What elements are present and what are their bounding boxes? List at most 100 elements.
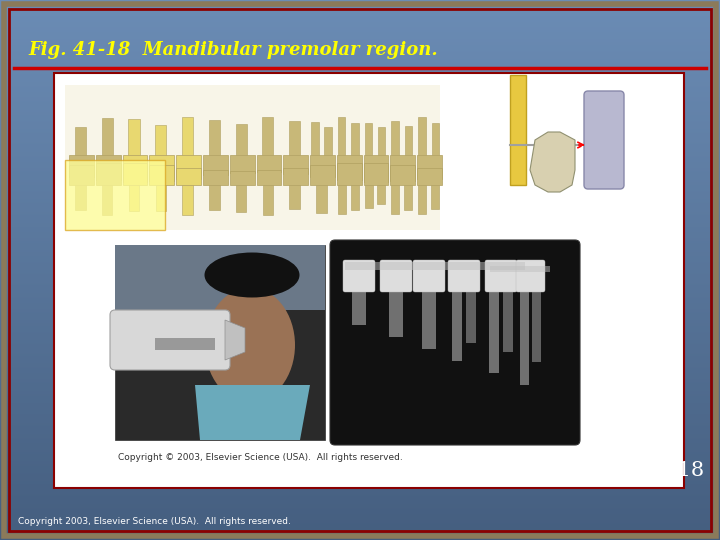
Bar xyxy=(452,270,462,361)
Bar xyxy=(156,185,166,211)
Bar xyxy=(351,185,359,210)
Bar xyxy=(389,270,403,337)
Bar xyxy=(390,165,415,185)
Bar xyxy=(176,167,201,185)
Bar xyxy=(418,185,426,214)
Bar xyxy=(230,155,254,173)
Bar xyxy=(65,160,165,230)
Bar xyxy=(236,185,246,212)
FancyBboxPatch shape xyxy=(110,310,230,370)
Text: Copyright © 2003, Elsevier Science (USA).  All rights reserved.: Copyright © 2003, Elsevier Science (USA)… xyxy=(118,454,402,462)
Bar xyxy=(377,185,385,204)
Polygon shape xyxy=(225,320,245,360)
Bar xyxy=(405,126,413,155)
Bar xyxy=(182,118,193,155)
Bar xyxy=(316,185,327,213)
Bar xyxy=(431,185,439,210)
FancyBboxPatch shape xyxy=(516,260,545,292)
FancyBboxPatch shape xyxy=(380,260,412,292)
Text: Fig. 41-18  Mandibular premolar region.: Fig. 41-18 Mandibular premolar region. xyxy=(28,41,438,59)
Bar xyxy=(128,119,140,155)
Bar xyxy=(490,266,550,272)
Polygon shape xyxy=(530,132,575,192)
Bar xyxy=(431,123,439,155)
Polygon shape xyxy=(195,385,310,440)
Ellipse shape xyxy=(205,287,295,402)
Bar xyxy=(69,155,94,177)
FancyBboxPatch shape xyxy=(343,260,375,292)
Bar xyxy=(115,245,325,310)
Bar xyxy=(364,163,388,185)
Bar xyxy=(351,123,359,155)
Bar xyxy=(390,155,415,181)
Bar xyxy=(182,185,193,215)
Bar xyxy=(65,85,440,230)
Bar xyxy=(230,171,254,185)
FancyBboxPatch shape xyxy=(485,260,517,292)
Bar xyxy=(364,185,372,207)
FancyBboxPatch shape xyxy=(448,260,480,292)
Ellipse shape xyxy=(204,253,300,298)
Bar xyxy=(75,127,86,155)
Bar xyxy=(122,155,148,182)
Bar xyxy=(364,123,372,155)
Bar xyxy=(467,270,476,343)
Bar xyxy=(176,155,201,179)
Bar xyxy=(54,73,684,488)
Bar xyxy=(289,185,300,209)
Bar xyxy=(156,125,166,155)
Bar xyxy=(69,165,94,185)
Bar xyxy=(96,155,120,180)
Bar xyxy=(417,168,442,185)
Bar xyxy=(503,270,513,353)
Bar xyxy=(310,155,335,177)
Bar xyxy=(352,270,366,325)
Bar xyxy=(102,185,112,215)
FancyBboxPatch shape xyxy=(413,260,445,292)
Bar xyxy=(311,123,318,155)
Bar xyxy=(262,117,274,155)
Bar xyxy=(405,185,413,210)
Bar xyxy=(115,245,325,440)
Bar xyxy=(155,338,215,350)
Bar xyxy=(532,270,541,362)
Bar xyxy=(203,155,228,176)
Bar xyxy=(310,165,335,185)
Bar xyxy=(338,185,346,214)
Bar xyxy=(235,124,247,155)
FancyBboxPatch shape xyxy=(330,240,580,445)
Bar xyxy=(96,163,120,185)
Bar xyxy=(102,118,113,155)
Bar xyxy=(129,185,139,211)
Bar xyxy=(489,270,499,373)
Text: Fig. 41-18: Fig. 41-18 xyxy=(596,461,704,480)
FancyBboxPatch shape xyxy=(584,91,624,189)
Bar xyxy=(338,117,346,155)
Bar xyxy=(510,75,526,185)
Bar xyxy=(283,155,308,174)
Bar xyxy=(325,127,332,155)
Bar xyxy=(378,127,385,155)
Bar xyxy=(345,262,525,270)
Bar xyxy=(256,155,282,172)
Bar xyxy=(417,155,442,179)
Bar xyxy=(209,185,220,210)
Bar xyxy=(392,121,399,155)
Bar xyxy=(256,170,282,185)
Bar xyxy=(263,185,273,215)
Bar xyxy=(422,270,436,349)
Bar xyxy=(283,168,308,185)
Bar xyxy=(122,163,148,185)
Bar xyxy=(337,163,361,185)
Bar xyxy=(337,155,361,180)
Bar xyxy=(418,117,426,155)
Text: Copyright 2003, Elsevier Science (USA).  All rights reserved.: Copyright 2003, Elsevier Science (USA). … xyxy=(18,517,291,526)
Bar xyxy=(520,270,528,385)
Bar xyxy=(209,120,220,155)
Bar xyxy=(392,185,400,214)
Bar xyxy=(289,121,300,155)
Bar xyxy=(364,155,388,182)
Bar xyxy=(203,170,228,185)
Bar xyxy=(75,185,86,210)
Bar xyxy=(149,155,174,181)
